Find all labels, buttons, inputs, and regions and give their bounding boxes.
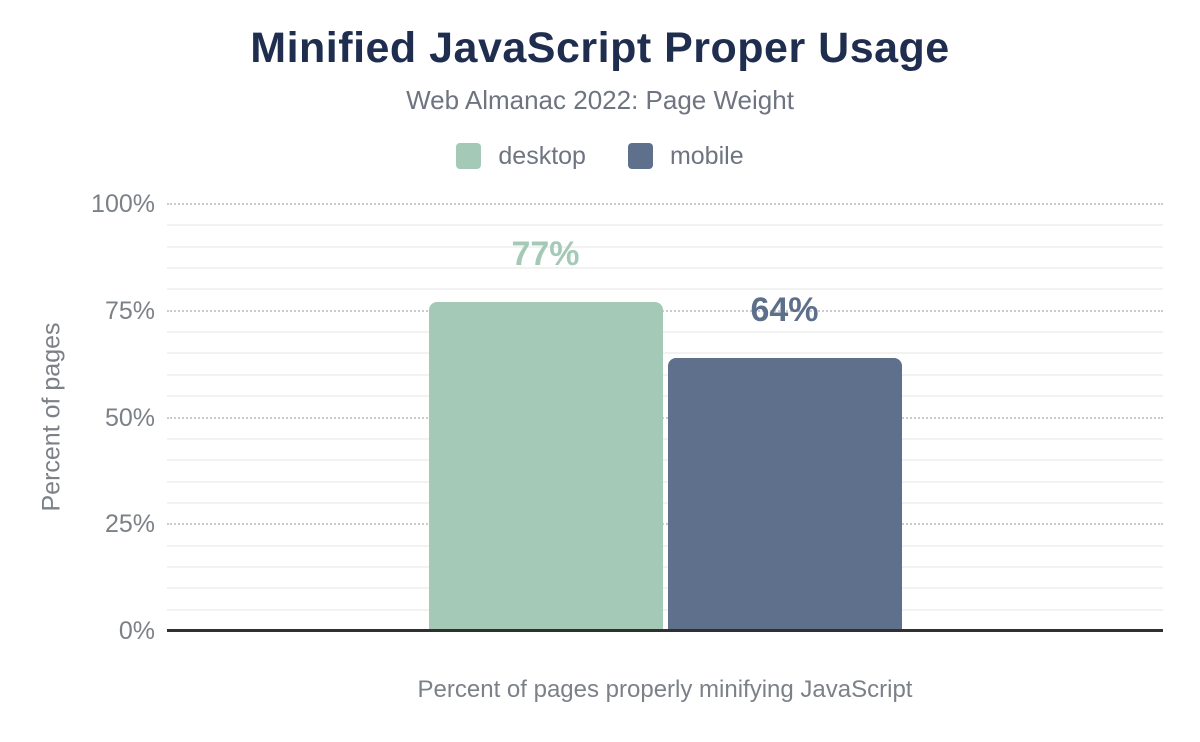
y-tick-label: 100%	[91, 190, 155, 218]
legend-label: mobile	[669, 142, 744, 170]
minor-gridline	[167, 587, 1163, 590]
minor-gridline	[167, 395, 1163, 398]
minor-gridline	[167, 501, 1163, 504]
legend-swatch-mobile	[627, 143, 653, 169]
bar-mobile[interactable]	[667, 357, 902, 631]
major-gridline	[167, 416, 1163, 419]
minor-gridline	[167, 331, 1163, 334]
minor-gridline	[167, 480, 1163, 483]
y-tick-label: 25%	[104, 510, 155, 539]
y-tick-label: 75%	[104, 296, 155, 325]
legend-item-desktop[interactable]: desktop	[456, 141, 586, 171]
chart-subtitle: Web Almanac 2022: Page Weight	[406, 85, 794, 115]
minor-gridline	[167, 373, 1163, 376]
legend-item-mobile[interactable]: mobile	[627, 141, 744, 171]
minor-gridline	[167, 459, 1163, 462]
plot-area: 77% 64%	[167, 203, 1163, 632]
minor-gridline	[167, 437, 1163, 440]
bar-value-label-mobile: 64%	[750, 290, 819, 329]
y-tick-label: 0%	[118, 617, 155, 645]
minor-gridline	[167, 288, 1163, 291]
major-gridline	[167, 523, 1163, 526]
chart-title: Minified JavaScript Proper Usage	[250, 24, 950, 72]
legend-label: desktop	[498, 142, 586, 170]
bar-desktop[interactable]	[428, 302, 663, 631]
minor-gridline	[167, 352, 1163, 355]
minor-gridline	[167, 224, 1163, 227]
y-tick-label: 50%	[104, 403, 155, 432]
legend: desktop mobile	[0, 141, 1200, 171]
major-gridline	[167, 203, 1163, 205]
x-axis-title: Percent of pages properly minifying Java…	[417, 676, 913, 703]
minor-gridline	[167, 245, 1163, 248]
minor-gridline	[167, 267, 1163, 270]
x-axis-line	[167, 629, 1163, 632]
minor-gridline	[167, 608, 1163, 611]
minor-gridline	[167, 544, 1163, 547]
minor-gridline	[167, 565, 1163, 568]
bar-value-label-desktop: 77%	[511, 235, 580, 274]
major-gridline	[167, 309, 1163, 312]
legend-swatch-desktop	[456, 143, 482, 169]
